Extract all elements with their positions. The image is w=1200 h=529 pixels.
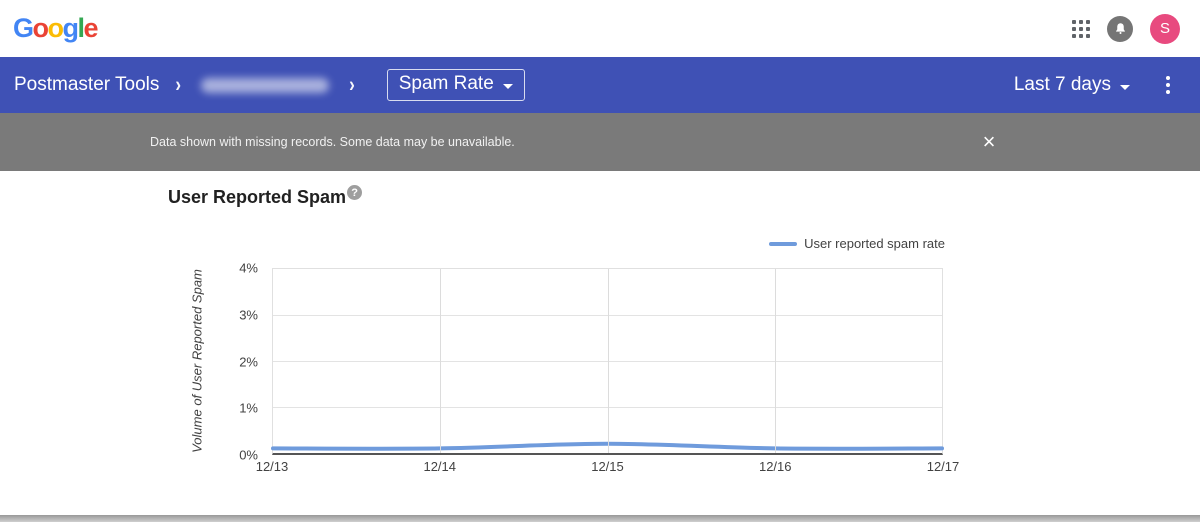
breadcrumb-domain-redacted[interactable] <box>201 77 330 93</box>
apps-grid-icon[interactable] <box>1072 19 1090 38</box>
date-range-dropdown[interactable]: Last 7 days <box>1014 74 1130 96</box>
page-selector-dropdown[interactable]: Spam Rate <box>386 69 525 101</box>
legend-label: User reported spam rate <box>804 236 945 251</box>
x-tick-label: 12/14 <box>423 459 457 474</box>
notifications-button[interactable] <box>1107 15 1133 42</box>
x-tick-label: 12/16 <box>758 459 792 474</box>
bell-icon <box>1115 23 1125 34</box>
x-tick-label: 12/15 <box>591 459 624 474</box>
y-axis-ticks: 0% 1% 2% 3% 4% <box>0 261 258 463</box>
y-tick-label: 1% <box>239 400 258 416</box>
top-app-bar: Google S <box>0 0 1200 57</box>
page-selector-label: Spam Rate <box>398 73 494 94</box>
banner-message: Data shown with missing records. Some da… <box>150 135 515 149</box>
brand-title[interactable]: Postmaster Tools <box>14 74 160 95</box>
y-tick-label: 3% <box>239 307 258 323</box>
x-tick-label: 12/17 <box>926 459 960 474</box>
chart-title-row: User Reported Spam ? <box>168 185 363 208</box>
chevron-right-icon: › <box>175 72 182 97</box>
more-options-button[interactable] <box>1162 72 1174 98</box>
postmaster-navbar: Postmaster Tools › › Spam Rate Last 7 da… <box>0 57 1200 113</box>
help-icon[interactable]: ? <box>347 185 363 200</box>
main-content: User Reported Spam ? User reported spam … <box>0 171 1200 522</box>
window-bottom-edge <box>0 515 1200 522</box>
y-tick-label: 0% <box>239 447 258 463</box>
breadcrumb: Postmaster Tools › › Spam Rate <box>14 69 525 101</box>
x-axis-labels: 12/13 12/14 12/15 12/16 12/17 <box>256 459 960 479</box>
legend-line-swatch <box>769 241 798 246</box>
close-icon[interactable]: × <box>976 129 1002 155</box>
caret-down-icon <box>502 83 513 89</box>
date-range-label: Last 7 days <box>1013 74 1111 95</box>
y-tick-label: 2% <box>239 354 258 369</box>
avatar[interactable]: S <box>1150 13 1180 44</box>
chevron-right-icon: › <box>349 72 355 97</box>
plot-area[interactable] <box>272 268 943 455</box>
navbar-actions: Last 7 days <box>1014 72 1174 98</box>
page-title: User Reported Spam <box>168 187 347 207</box>
y-tick-label: 4% <box>239 260 258 276</box>
topbar-actions: S <box>1072 13 1180 44</box>
caret-down-icon <box>1120 84 1130 90</box>
chart-legend: User reported spam rate <box>769 236 945 251</box>
google-logo[interactable]: Google <box>13 13 99 43</box>
missing-data-banner: Data shown with missing records. Some da… <box>0 113 1200 171</box>
x-tick-label: 12/13 <box>255 459 289 474</box>
